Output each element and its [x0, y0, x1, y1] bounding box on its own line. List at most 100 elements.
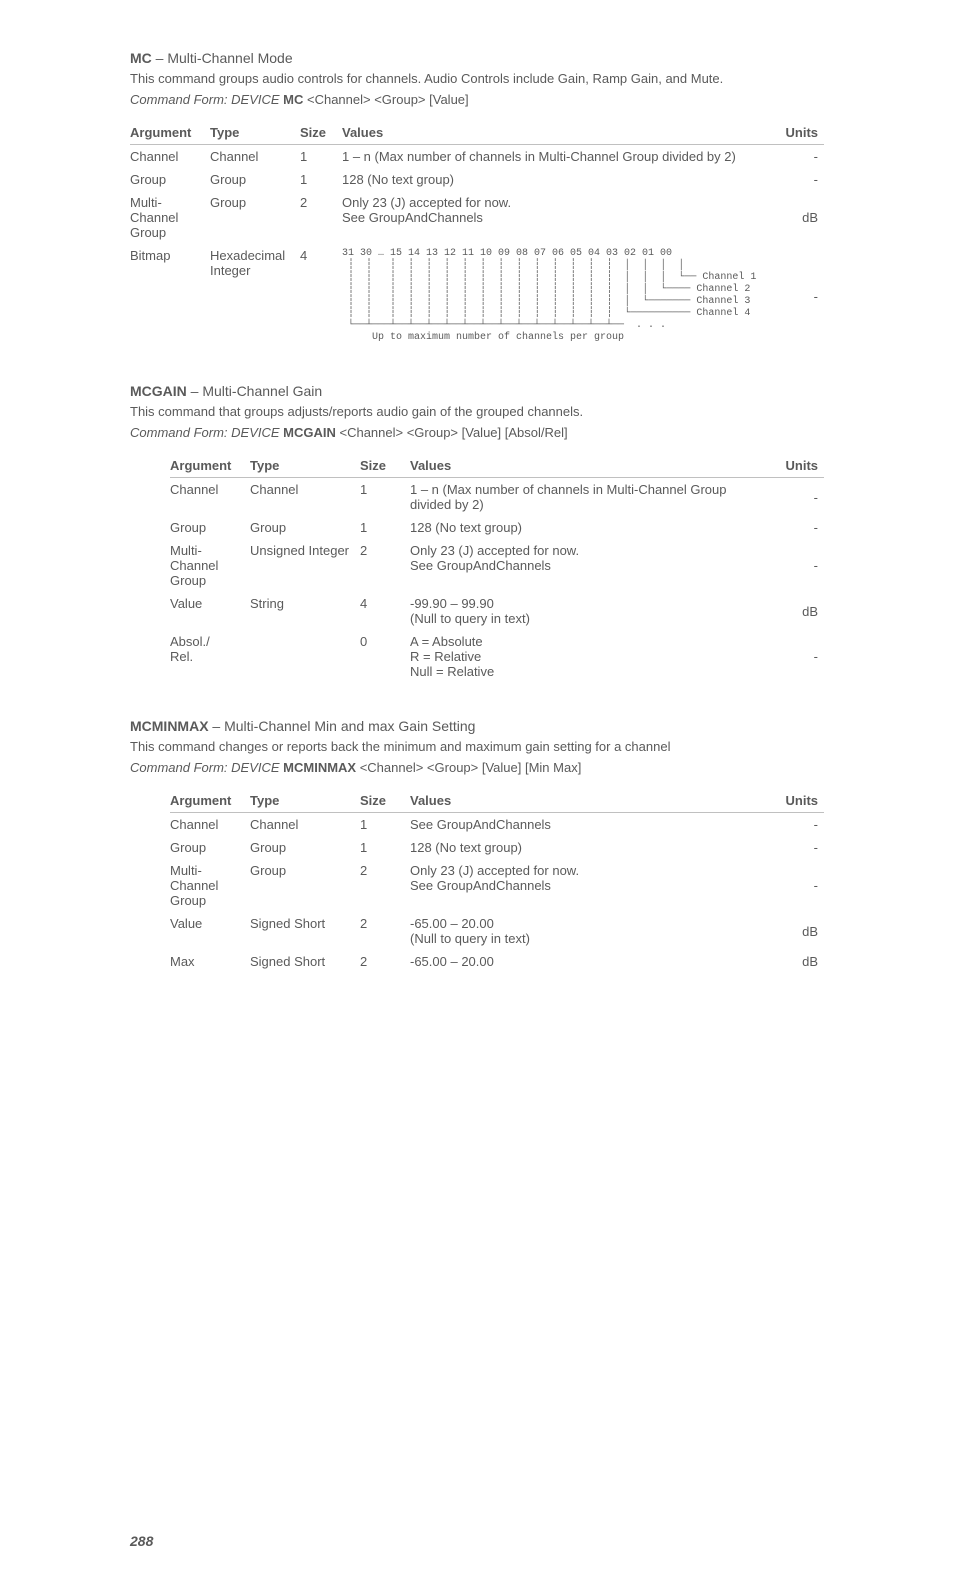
- cell-values: -65.00 – 20.00 (Null to query in text): [410, 912, 774, 950]
- cell-values: 1 – n (Max number of channels in Multi-C…: [342, 145, 774, 169]
- cell-type: Hexadecimal Integer: [210, 244, 300, 348]
- cell-argument: Multi-Channel Group: [130, 191, 210, 244]
- command-description: This command that groups adjusts/reports…: [130, 404, 824, 419]
- cell-units: -: [774, 539, 824, 592]
- cell-argument: Group: [130, 168, 210, 191]
- cell-type: Channel: [250, 813, 360, 837]
- table-header: Argument: [170, 789, 250, 813]
- table-header: Argument: [130, 121, 210, 145]
- table-row: Multi-Channel GroupGroup2Only 23 (J) acc…: [170, 859, 824, 912]
- cell-type: Channel: [210, 145, 300, 169]
- cell-size: 1: [360, 478, 410, 517]
- cell-argument: Value: [170, 592, 250, 630]
- cell-size: 1: [360, 836, 410, 859]
- table-header: Type: [210, 121, 300, 145]
- arguments-table: ArgumentTypeSizeValuesUnitsChannelChanne…: [170, 454, 824, 683]
- cell-type: Signed Short: [250, 950, 360, 973]
- cell-type: Group: [250, 516, 360, 539]
- cell-type: [250, 630, 360, 683]
- table-header: Argument: [170, 454, 250, 478]
- command-description: This command changes or reports back the…: [130, 739, 824, 754]
- table-row: ValueString4-99.90 – 99.90 (Null to quer…: [170, 592, 824, 630]
- cell-argument: Group: [170, 836, 250, 859]
- sections-container: MC – Multi-Channel Mode This command grou…: [130, 50, 824, 973]
- table-row: GroupGroup1128 (No text group)-: [170, 836, 824, 859]
- cell-units: dB: [774, 950, 824, 973]
- command-form-args: <Channel> <Group> [Value]: [303, 92, 468, 107]
- cell-values: A = Absolute R = Relative Null = Relativ…: [410, 630, 774, 683]
- cell-argument: Multi-Channel Group: [170, 539, 250, 592]
- command-name: MCGAIN: [130, 383, 187, 399]
- cell-units: -: [774, 244, 824, 348]
- command-subtitle: – Multi-Channel Mode: [152, 50, 293, 66]
- arguments-table: ArgumentTypeSizeValuesUnitsChannelChanne…: [130, 121, 824, 348]
- command-section: MCMINMAX – Multi-Channel Min and max Gai…: [130, 718, 824, 973]
- table-header: Size: [300, 121, 342, 145]
- table-row: GroupGroup1128 (No text group)-: [170, 516, 824, 539]
- cell-type: String: [250, 592, 360, 630]
- command-form: Command Form: DEVICE MCGAIN <Channel> <G…: [130, 425, 824, 440]
- cell-size: 2: [360, 912, 410, 950]
- cell-argument: Absol./ Rel.: [170, 630, 250, 683]
- cell-values: Only 23 (J) accepted for now. See GroupA…: [342, 191, 774, 244]
- cell-values: -99.90 – 99.90 (Null to query in text): [410, 592, 774, 630]
- cell-units: dB: [774, 191, 824, 244]
- table-header: Type: [250, 454, 360, 478]
- cell-values: Only 23 (J) accepted for now. See GroupA…: [410, 539, 774, 592]
- table-header: Values: [410, 789, 774, 813]
- cell-values: 31 30 … 15 14 13 12 11 10 09 08 07 06 05…: [342, 244, 774, 348]
- table-row: MaxSigned Short2-65.00 – 20.00dB: [170, 950, 824, 973]
- cell-values: 128 (No text group): [410, 516, 774, 539]
- command-description: This command groups audio controls for c…: [130, 71, 824, 86]
- cell-size: 4: [300, 244, 342, 348]
- cell-units: -: [774, 813, 824, 837]
- table-row: Absol./ Rel.0A = Absolute R = Relative N…: [170, 630, 824, 683]
- cell-values: See GroupAndChannels: [410, 813, 774, 837]
- cell-size: 2: [360, 950, 410, 973]
- command-form-label: Command Form: DEVICE: [130, 760, 283, 775]
- cell-size: 4: [360, 592, 410, 630]
- command-form-label: Command Form: DEVICE: [130, 425, 283, 440]
- command-section: MC – Multi-Channel Mode This command grou…: [130, 50, 824, 348]
- table-row: BitmapHexadecimal Integer431 30 … 15 14 …: [130, 244, 824, 348]
- cell-units: -: [774, 478, 824, 517]
- cell-type: Unsigned Integer: [250, 539, 360, 592]
- bitmap-diagram: 31 30 … 15 14 13 12 11 10 09 08 07 06 05…: [342, 248, 768, 344]
- table-row: GroupGroup1128 (No text group)-: [130, 168, 824, 191]
- cell-units: -: [774, 168, 824, 191]
- command-form: Command Form: DEVICE MC <Channel> <Group…: [130, 92, 824, 107]
- command-form-cmd: MCGAIN: [283, 425, 336, 440]
- cell-values: 128 (No text group): [342, 168, 774, 191]
- cell-units: dB: [774, 592, 824, 630]
- table-row: ChannelChannel11 – n (Max number of chan…: [130, 145, 824, 169]
- cell-size: 1: [300, 168, 342, 191]
- command-form: Command Form: DEVICE MCMINMAX <Channel> …: [130, 760, 824, 775]
- cell-values: -65.00 – 20.00: [410, 950, 774, 973]
- table-header: Values: [342, 121, 774, 145]
- cell-units: -: [774, 836, 824, 859]
- cell-units: -: [774, 859, 824, 912]
- command-form-cmd: MC: [283, 92, 303, 107]
- page-number: 288: [130, 1533, 824, 1549]
- page: MC – Multi-Channel Mode This command grou…: [0, 0, 954, 1589]
- command-name: MCMINMAX: [130, 718, 209, 734]
- cell-type: Group: [210, 191, 300, 244]
- cell-argument: Group: [170, 516, 250, 539]
- table-row: ChannelChannel11 – n (Max number of chan…: [170, 478, 824, 517]
- cell-values: 1 – n (Max number of channels in Multi-C…: [410, 478, 774, 517]
- cell-argument: Channel: [170, 478, 250, 517]
- cell-argument: Value: [170, 912, 250, 950]
- command-title: MC – Multi-Channel Mode: [130, 50, 824, 66]
- cell-argument: Channel: [170, 813, 250, 837]
- cell-type: Group: [250, 859, 360, 912]
- command-subtitle: – Multi-Channel Min and max Gain Setting: [209, 718, 476, 734]
- cell-size: 2: [360, 539, 410, 592]
- cell-size: 1: [360, 813, 410, 837]
- cell-values: Only 23 (J) accepted for now. See GroupA…: [410, 859, 774, 912]
- cell-argument: Multi-Channel Group: [170, 859, 250, 912]
- table-header: Size: [360, 789, 410, 813]
- table-header: Values: [410, 454, 774, 478]
- table-header: Type: [250, 789, 360, 813]
- cell-units: -: [774, 145, 824, 169]
- cell-values: 128 (No text group): [410, 836, 774, 859]
